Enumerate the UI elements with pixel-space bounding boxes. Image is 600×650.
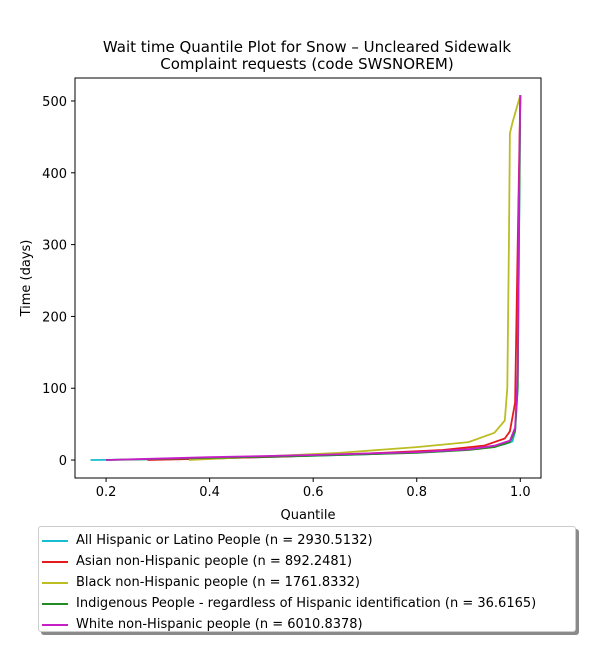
- series-line-4: [106, 95, 522, 461]
- y-tick-label: 400: [42, 167, 67, 182]
- x-tick-label: 0.8: [406, 485, 427, 500]
- legend-item: Black non-Hispanic people (n = 1761.8332…: [39, 572, 575, 593]
- series-line-2: [188, 94, 522, 461]
- plot-frame: [74, 77, 542, 479]
- legend-swatch: [42, 560, 68, 563]
- x-tick-label: 0.6: [303, 485, 324, 500]
- legend-item: White non-Hispanic people (n = 6010.8378…: [39, 614, 575, 635]
- legend-label: All Hispanic or Latino People (n = 2930.…: [76, 533, 373, 548]
- legend-label: Black non-Hispanic people (n = 1761.8332…: [76, 575, 360, 590]
- legend: All Hispanic or Latino People (n = 2930.…: [38, 526, 576, 632]
- quantile-chart: Wait time Quantile Plot for Snow – Uncle…: [19, 38, 542, 520]
- x-tick-label: 0.2: [96, 485, 117, 500]
- y-tick-label: 0: [59, 454, 67, 469]
- legend-swatch: [42, 581, 68, 584]
- y-tick-label: 500: [42, 95, 67, 110]
- x-axis-label: Quantile: [281, 508, 336, 520]
- legend-item: Asian non-Hispanic people (n = 892.2481): [39, 551, 575, 572]
- series-lines: [90, 94, 522, 461]
- legend-label: Asian non-Hispanic people (n = 892.2481): [76, 554, 353, 569]
- chart-title-line1: Wait time Quantile Plot for Snow – Uncle…: [103, 38, 511, 56]
- y-axis-label: Time (days): [19, 240, 34, 318]
- series-line-1: [147, 95, 522, 461]
- legend-swatch: [42, 623, 68, 626]
- y-tick-label: 100: [42, 382, 67, 397]
- y-tick-label: 200: [42, 310, 67, 325]
- legend-swatch: [42, 602, 68, 605]
- series-line-0: [90, 95, 522, 461]
- legend-item: Indigenous People - regardless of Hispan…: [39, 593, 575, 614]
- x-tick-label: 1.0: [510, 485, 531, 500]
- y-axis-ticks: 0 100 200 300 400 500: [42, 95, 75, 469]
- legend-swatch: [42, 539, 68, 542]
- legend-item: All Hispanic or Latino People (n = 2930.…: [39, 530, 575, 551]
- x-tick-label: 0.4: [199, 485, 220, 500]
- chart-title-line2: Complaint requests (code SWSNOREM): [160, 55, 453, 73]
- x-axis-ticks: 0.2 0.4 0.6 0.8 1.0: [96, 478, 531, 500]
- series-line-3: [106, 95, 522, 461]
- y-tick-label: 300: [42, 239, 67, 254]
- legend-label: White non-Hispanic people (n = 6010.8378…: [76, 617, 363, 632]
- legend-label: Indigenous People - regardless of Hispan…: [76, 596, 537, 611]
